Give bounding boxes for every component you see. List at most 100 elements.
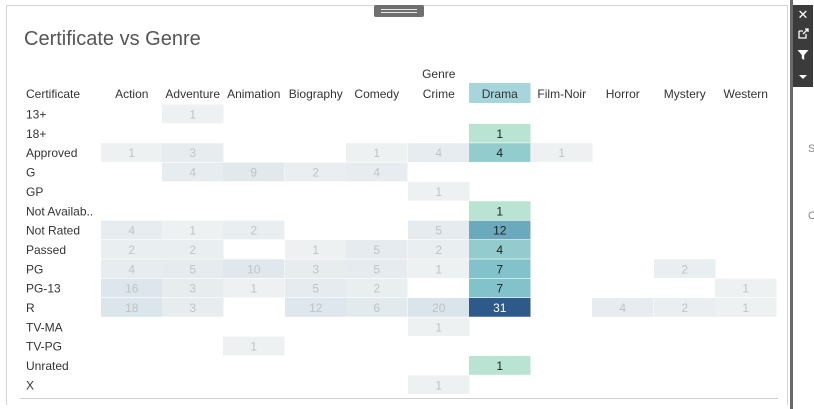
column-header-film-noir: Film-Noir — [537, 87, 586, 101]
heatmap-cell — [469, 123, 531, 143]
cell-label: 2 — [128, 243, 135, 257]
cell-label: 5 — [435, 224, 442, 238]
cell-label: 31 — [493, 301, 507, 315]
popout-icon[interactable] — [793, 24, 813, 44]
cell-label: 5 — [312, 282, 319, 296]
heatmap-cell — [285, 239, 347, 259]
heatmap-cell — [101, 239, 163, 259]
cell-label: 3 — [189, 301, 196, 315]
column-header-crime: Crime — [423, 87, 455, 101]
column-header-drama: Drama — [482, 87, 518, 101]
heatmap-cell — [715, 278, 777, 298]
column-header-highlight — [469, 83, 531, 103]
cell-label: 1 — [558, 146, 565, 160]
cell-label: 2 — [681, 262, 688, 276]
cell-label: 1 — [435, 378, 442, 392]
bottom-divider — [20, 398, 778, 399]
heatmap-cell — [408, 298, 470, 317]
heatmap-cell — [101, 259, 163, 279]
cell-label: 1 — [189, 224, 196, 238]
cell-label: 2 — [373, 282, 380, 296]
filter-icon[interactable] — [793, 45, 813, 65]
cell-label: 1 — [435, 262, 442, 276]
drag-handle[interactable] — [374, 5, 424, 17]
row-label-approved: Approved — [26, 146, 77, 160]
cell-label: 4 — [435, 146, 442, 160]
heatmap-cell — [101, 298, 163, 317]
cell-label: 7 — [496, 262, 503, 276]
heatmap-cell — [408, 181, 470, 201]
column-header-comedy: Comedy — [354, 87, 399, 101]
cell-label: 1 — [742, 282, 749, 296]
cell-label: 1 — [189, 108, 196, 122]
row-label-not-availab: Not Availab.. — [26, 204, 93, 218]
heatmap-cell — [162, 143, 224, 162]
cell-label: 5 — [189, 262, 196, 276]
cell-label: 1 — [742, 301, 749, 315]
cell-label: 3 — [312, 262, 319, 276]
heatmap-cell — [346, 259, 408, 279]
heatmap-cell — [408, 220, 470, 240]
column-header-action: Action — [115, 87, 148, 101]
heatmap-cell — [654, 298, 716, 317]
row-label-pg-13: PG-13 — [26, 282, 61, 296]
heatmap-cell — [223, 220, 285, 240]
heatmap-cell — [162, 298, 224, 317]
heatmap-cell — [223, 259, 285, 279]
cell-label: 1 — [435, 185, 442, 199]
cell-label: 1 — [250, 340, 257, 354]
cell-label: 16 — [125, 282, 139, 296]
column-header-mystery: Mystery — [664, 87, 706, 101]
cell-label: 10 — [247, 262, 261, 276]
heatmap-cell — [285, 278, 347, 298]
row-label-18: 18+ — [26, 127, 46, 141]
heatmap-cell — [285, 298, 347, 317]
heatmap-cell — [469, 143, 531, 162]
row-label-13: 13+ — [26, 108, 46, 122]
heatmap-cell — [469, 278, 531, 298]
cell-label: 2 — [435, 243, 442, 257]
heatmap-cell — [223, 278, 285, 298]
cell-label: 5 — [373, 262, 380, 276]
row-label-r: R — [26, 301, 35, 315]
close-icon[interactable]: ✕ — [797, 7, 809, 22]
cell-label: 7 — [496, 282, 503, 296]
heatmap-cell — [469, 298, 531, 317]
heatmap-cell — [408, 317, 470, 337]
cell-label: 1 — [496, 204, 503, 218]
cell-label: 4 — [189, 166, 196, 180]
edge-label-1: S — [808, 143, 814, 155]
heatmap-cell — [101, 143, 163, 162]
column-header-animation: Animation — [227, 87, 280, 101]
cell-label: 1 — [250, 282, 257, 296]
heatmap-cell — [162, 259, 224, 279]
heatmap-cell — [408, 143, 470, 162]
heatmap-cell — [285, 162, 347, 182]
heatmap-cell — [162, 104, 224, 124]
cell-label: 5 — [373, 243, 380, 257]
cell-label: 2 — [312, 166, 319, 180]
cell-label: 1 — [373, 146, 380, 160]
heatmap-cell — [346, 162, 408, 182]
dropdown-icon[interactable] — [793, 67, 813, 87]
row-label-tv-pg: TV-PG — [26, 340, 62, 354]
heatmap-cell — [654, 259, 716, 279]
heatmap-cell — [469, 220, 531, 240]
cell-label: 1 — [496, 127, 503, 141]
column-header-horror: Horror — [606, 87, 640, 101]
heatmap-cell — [346, 298, 408, 317]
heatmap-cell — [162, 278, 224, 298]
heatmap-cell — [408, 375, 470, 395]
heatmap-cell — [346, 143, 408, 162]
row-label-unrated: Unrated — [26, 359, 69, 373]
cell-label: 12 — [309, 301, 323, 315]
heatmap-cell — [346, 278, 408, 298]
chart-title: Certificate vs Genre — [24, 28, 201, 50]
heatmap-cell — [469, 201, 531, 220]
cell-label: 20 — [432, 301, 446, 315]
heatmap-cell — [469, 239, 531, 259]
column-header-western: Western — [724, 87, 768, 101]
cell-label: 2 — [681, 301, 688, 315]
heatmap-cell — [592, 298, 654, 317]
heatmap-cell — [223, 162, 285, 182]
